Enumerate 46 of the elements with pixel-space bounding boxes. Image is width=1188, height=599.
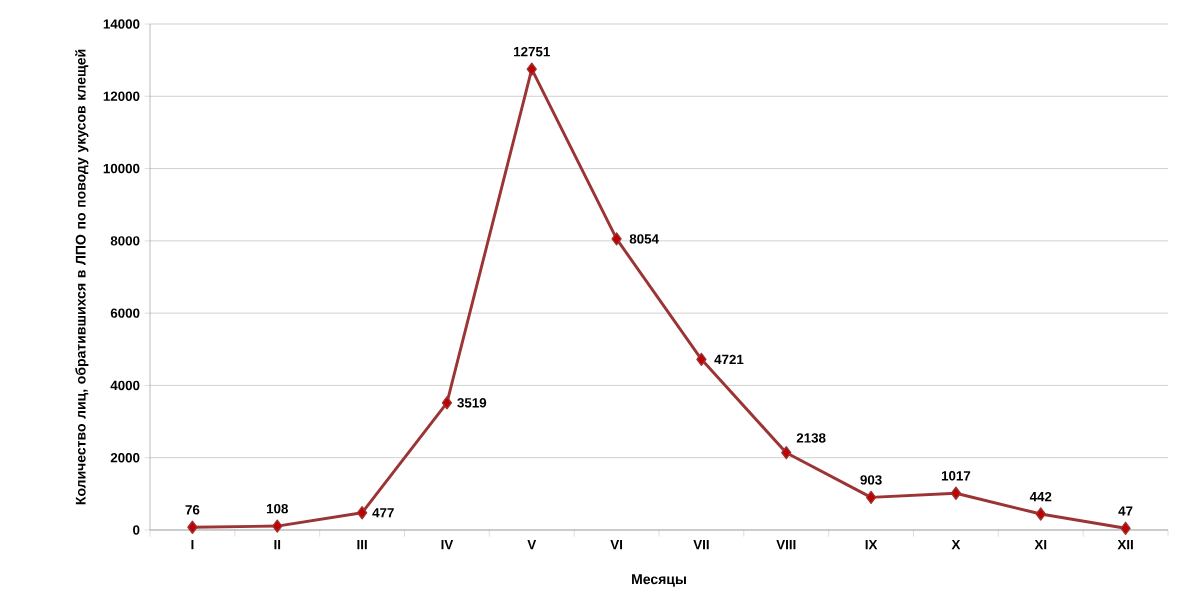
- x-tick-label: I: [191, 540, 194, 550]
- point: [950, 486, 962, 500]
- point: [865, 490, 877, 505]
- y-tick-label: 2000: [110, 452, 140, 463]
- point: [1120, 521, 1131, 535]
- data-label: 12751: [514, 46, 550, 57]
- y-tick-label: 14000: [103, 19, 140, 29]
- data-label: 1017: [941, 471, 971, 481]
- point: [611, 232, 622, 246]
- x-tick-label: II: [274, 540, 281, 550]
- data-label: 47: [1118, 506, 1133, 516]
- y-tick-label: 6000: [110, 308, 140, 318]
- data-label: 2138: [796, 433, 826, 443]
- y-tick-label: 8000: [110, 236, 140, 246]
- x-axis-title: Месяцы: [632, 574, 686, 587]
- x-tick-label: III: [357, 540, 367, 550]
- data-label: 477: [372, 508, 394, 518]
- point: [696, 352, 707, 367]
- x-tick-label: X: [951, 540, 961, 550]
- point: [526, 62, 537, 76]
- point: [1035, 507, 1046, 521]
- x-tick-label: XI: [1034, 540, 1047, 550]
- data-label: 8054: [629, 234, 659, 244]
- x-tick-label: IV: [441, 540, 454, 550]
- data-label: 442: [1029, 491, 1052, 502]
- x-tick-label: V: [527, 540, 537, 550]
- x-tick-label: VIII: [776, 540, 796, 550]
- point: [781, 446, 792, 460]
- y-tick-label: 4000: [110, 380, 140, 391]
- point: [187, 520, 198, 534]
- data-label: 903: [860, 475, 882, 485]
- y-tick-label: 12000: [103, 91, 140, 101]
- data-label: 4721: [714, 354, 744, 365]
- point: [356, 506, 368, 520]
- data-label: 76: [185, 505, 200, 515]
- x-tick-label: IX: [865, 540, 878, 550]
- y-tick-label: 0: [133, 525, 140, 535]
- x-tick-label: VII: [693, 540, 709, 550]
- y-axis-title: Количество лиц, обратившихся в ЛПО по поводу укусов клещей: [75, 49, 89, 505]
- x-tick-label: VI: [610, 540, 623, 550]
- y-tick-label: 10000: [103, 163, 140, 174]
- x-tick-label: XII: [1117, 540, 1133, 550]
- point: [272, 519, 283, 533]
- point: [441, 396, 453, 410]
- data-label: 3519: [457, 398, 487, 408]
- data-label: 108: [266, 503, 288, 514]
